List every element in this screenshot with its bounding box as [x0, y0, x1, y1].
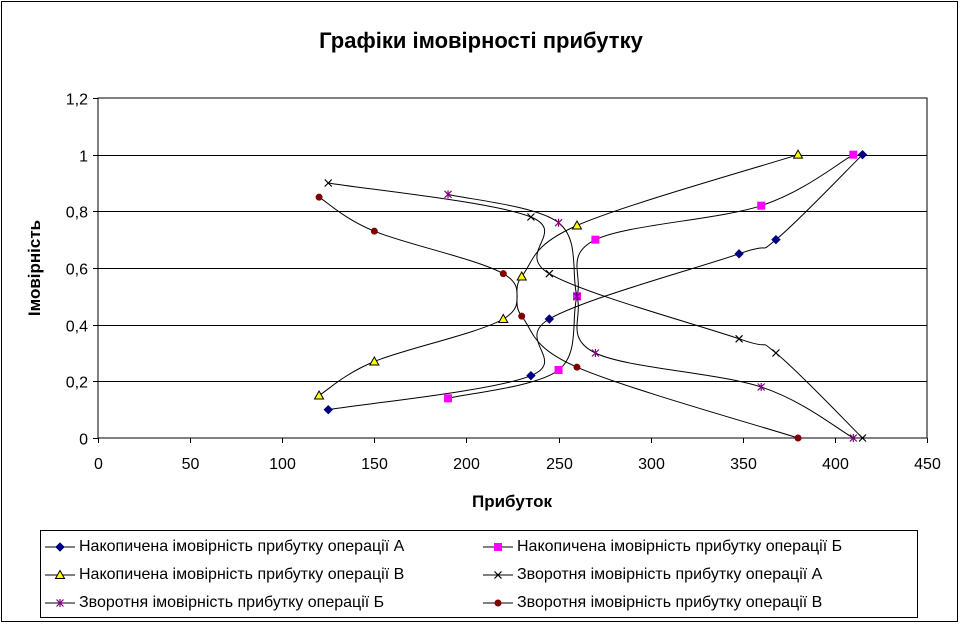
- legend-marker-6: [494, 599, 502, 607]
- series-3-point: [368, 355, 380, 366]
- series-1-point: [323, 404, 333, 415]
- series-line-4: [328, 182, 863, 439]
- legend-item-5: Зворотня імовірність прибутку операції Б: [45, 590, 384, 616]
- legend-label-5: Зворотня імовірність прибутку операції Б: [79, 594, 385, 611]
- series-5-point: [849, 434, 858, 442]
- legend-marker-3: [54, 569, 66, 579]
- series-3-point: [516, 270, 528, 281]
- x-tick-label: 100: [269, 456, 296, 473]
- series-1-point: [857, 149, 868, 160]
- legend-label-4: Зворотня імовірність прибутку операції А: [517, 566, 823, 583]
- legend-marker-5: [56, 599, 64, 607]
- series-4-point: [858, 434, 867, 442]
- x-tick-label: 200: [453, 456, 480, 473]
- legend-marker-1: [55, 542, 65, 552]
- x-tick-label: 350: [730, 456, 757, 473]
- x-tick-label: 0: [94, 456, 103, 473]
- legend-label-3: Накопичена імовірність прибутку операції…: [79, 566, 405, 583]
- y-tick-label: 0: [79, 432, 88, 449]
- series-5-point: [444, 190, 452, 199]
- series-6-point: [573, 363, 581, 371]
- series-5-point: [573, 292, 581, 301]
- legend-item-4: Зворотня імовірність прибутку операції А: [483, 562, 822, 588]
- series-line-2: [447, 154, 854, 399]
- series-6-point: [370, 227, 378, 235]
- y-tick-label: 0,4: [66, 319, 88, 336]
- series-1-point: [544, 314, 555, 324]
- y-tick-label: 1,2: [66, 92, 88, 109]
- legend: Накопичена імовірність прибутку операції…: [40, 530, 918, 618]
- series-1-point: [771, 234, 781, 245]
- series-3-point: [792, 149, 804, 159]
- series-4-point: [324, 179, 333, 187]
- series-6-point: [315, 193, 323, 201]
- series-5-point: [591, 349, 600, 357]
- series-5-point: [757, 383, 766, 391]
- legend-label-6: Зворотня імовірність прибутку операції В: [517, 594, 823, 611]
- y-tick-label: 0,6: [66, 262, 88, 279]
- legend-swatch-3: [45, 569, 75, 579]
- x-tick-label: 300: [638, 456, 665, 473]
- legend-marker-4: [494, 571, 502, 579]
- legend-marker-2: [494, 543, 502, 551]
- series-5-point: [554, 218, 563, 227]
- legend-item-2: Накопичена імовірність прибутку операції…: [483, 534, 842, 560]
- y-axis-title: Імовірність: [25, 220, 44, 316]
- legend-item-1: Накопичена імовірність прибутку операції…: [45, 534, 404, 560]
- legend-swatch-6: [483, 599, 513, 607]
- series-4-point: [772, 349, 780, 357]
- legend-swatch-2: [483, 543, 513, 551]
- series-4-point: [526, 213, 535, 221]
- series-2-point: [591, 235, 600, 244]
- series-2-point: [554, 366, 563, 374]
- y-tick-label: 0,2: [66, 375, 88, 392]
- x-axis-title: Прибуток: [472, 492, 552, 511]
- legend-swatch-4: [483, 571, 513, 579]
- x-tick-label: 400: [822, 456, 849, 473]
- series-6-point: [518, 312, 526, 320]
- legend-swatch-1: [45, 542, 75, 552]
- x-tick-label: 250: [546, 456, 573, 473]
- x-tick-label: 50: [182, 456, 200, 473]
- series-4-point: [545, 269, 554, 278]
- y-tick-label: 0,8: [66, 205, 88, 222]
- legend-item-3: Накопичена імовірність прибутку операції…: [45, 562, 404, 588]
- legend-item-6: Зворотня імовірність прибутку операції В: [483, 590, 822, 616]
- x-tick-label: 450: [914, 456, 941, 473]
- series-1-point: [526, 370, 536, 381]
- legend-swatch-5: [45, 599, 75, 607]
- chart-title: Графіки імовірності прибутку: [319, 28, 643, 53]
- series-line-5: [447, 193, 854, 439]
- series-6-point: [794, 434, 802, 442]
- series-2-point: [849, 150, 858, 159]
- legend-label-2: Накопичена імовірність прибутку операції…: [517, 538, 843, 555]
- series-1-point: [734, 249, 744, 259]
- series-4-point: [735, 334, 744, 343]
- series-3-point: [313, 389, 325, 400]
- legend-label-1: Накопичена імовірність прибутку операції…: [79, 538, 405, 555]
- x-tick-label: 150: [361, 456, 388, 473]
- series-3-point: [497, 313, 509, 323]
- series-2-point: [444, 394, 453, 403]
- series-line-1: [328, 154, 863, 411]
- series-2-point: [757, 201, 766, 210]
- y-tick-label: 1: [79, 149, 88, 166]
- series-3-point: [571, 219, 583, 230]
- series-6-point: [499, 270, 507, 278]
